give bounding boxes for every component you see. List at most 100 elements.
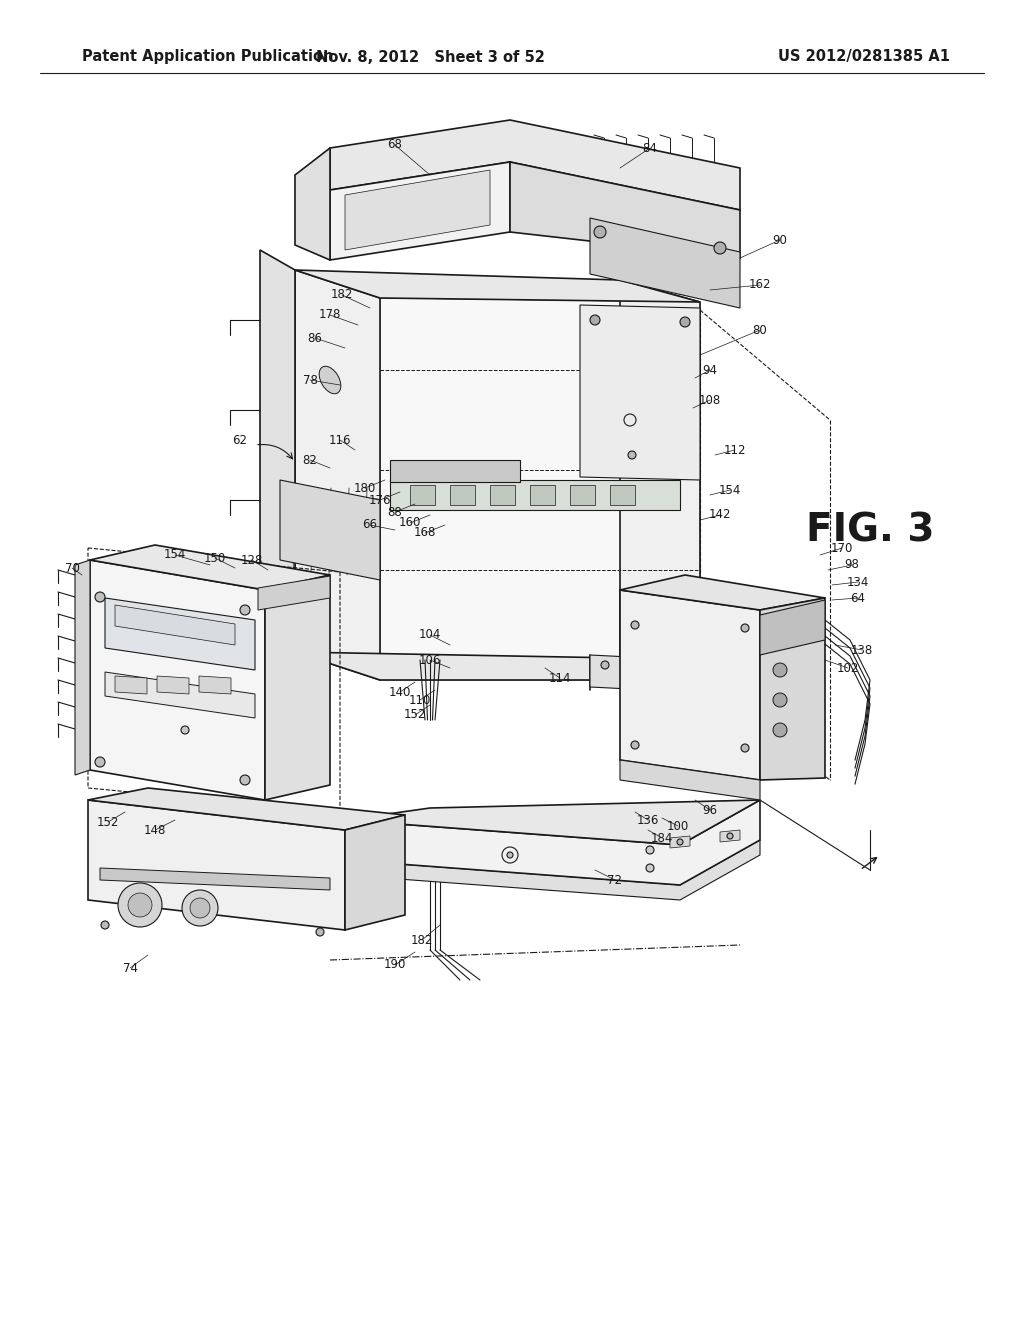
Circle shape xyxy=(240,775,250,785)
Polygon shape xyxy=(450,484,475,506)
Text: 154: 154 xyxy=(719,483,741,496)
Text: 70: 70 xyxy=(65,561,80,574)
Text: 136: 136 xyxy=(637,813,659,826)
Text: 104: 104 xyxy=(419,628,441,642)
Circle shape xyxy=(118,883,162,927)
Polygon shape xyxy=(760,601,825,655)
Polygon shape xyxy=(670,836,690,847)
Text: 168: 168 xyxy=(414,527,436,540)
Text: 106: 106 xyxy=(419,653,441,667)
Polygon shape xyxy=(105,672,255,718)
Text: 72: 72 xyxy=(607,874,623,887)
Circle shape xyxy=(741,744,749,752)
Polygon shape xyxy=(280,480,380,579)
Polygon shape xyxy=(88,788,406,830)
Text: 138: 138 xyxy=(851,644,873,656)
Polygon shape xyxy=(610,484,635,506)
Circle shape xyxy=(376,854,384,862)
Polygon shape xyxy=(105,598,255,671)
Text: 90: 90 xyxy=(772,234,787,247)
Polygon shape xyxy=(260,249,295,652)
Text: 180: 180 xyxy=(354,482,376,495)
Polygon shape xyxy=(100,869,330,890)
Polygon shape xyxy=(258,576,330,610)
Circle shape xyxy=(181,726,189,734)
Polygon shape xyxy=(345,170,490,249)
Text: 176: 176 xyxy=(369,494,391,507)
Polygon shape xyxy=(580,305,700,480)
Circle shape xyxy=(773,693,787,708)
Ellipse shape xyxy=(319,366,341,393)
Circle shape xyxy=(240,605,250,615)
Polygon shape xyxy=(199,676,231,694)
Text: 182: 182 xyxy=(411,933,433,946)
Text: 170: 170 xyxy=(830,541,853,554)
Polygon shape xyxy=(75,560,90,775)
Polygon shape xyxy=(90,545,330,590)
Polygon shape xyxy=(295,652,700,680)
Text: FIG. 3: FIG. 3 xyxy=(806,511,934,549)
Circle shape xyxy=(376,836,384,843)
Circle shape xyxy=(95,591,105,602)
Text: 100: 100 xyxy=(667,820,689,833)
Circle shape xyxy=(101,921,109,929)
Polygon shape xyxy=(90,560,265,800)
Circle shape xyxy=(631,620,639,630)
Text: 152: 152 xyxy=(97,816,119,829)
Text: 102: 102 xyxy=(837,661,859,675)
Text: 74: 74 xyxy=(123,961,137,974)
Text: 162: 162 xyxy=(749,279,771,292)
Text: 66: 66 xyxy=(362,519,378,532)
Polygon shape xyxy=(295,271,700,302)
Text: 128: 128 xyxy=(241,553,263,566)
Polygon shape xyxy=(510,162,740,257)
Polygon shape xyxy=(590,655,650,690)
Text: 80: 80 xyxy=(753,323,767,337)
Circle shape xyxy=(128,894,152,917)
Polygon shape xyxy=(265,576,330,800)
Text: 140: 140 xyxy=(389,685,412,698)
Text: 94: 94 xyxy=(702,363,718,376)
Text: 134: 134 xyxy=(847,576,869,589)
Text: 182: 182 xyxy=(331,289,353,301)
Circle shape xyxy=(631,741,639,748)
Text: 84: 84 xyxy=(643,141,657,154)
Polygon shape xyxy=(345,840,760,900)
Text: 160: 160 xyxy=(398,516,421,529)
Text: 88: 88 xyxy=(388,506,402,519)
Text: 68: 68 xyxy=(387,139,402,152)
Polygon shape xyxy=(390,480,680,510)
Circle shape xyxy=(741,624,749,632)
Polygon shape xyxy=(620,760,760,800)
Circle shape xyxy=(680,317,690,327)
Text: 190: 190 xyxy=(384,958,407,972)
Text: 62: 62 xyxy=(232,433,248,446)
Polygon shape xyxy=(490,484,515,506)
Polygon shape xyxy=(345,800,760,845)
Text: 154: 154 xyxy=(164,549,186,561)
Polygon shape xyxy=(620,590,760,780)
Text: Patent Application Publication: Patent Application Publication xyxy=(82,49,334,65)
Polygon shape xyxy=(345,814,406,931)
Text: 184: 184 xyxy=(651,832,673,845)
Text: 78: 78 xyxy=(302,374,317,387)
Circle shape xyxy=(646,865,654,873)
Polygon shape xyxy=(760,598,825,780)
Polygon shape xyxy=(380,298,700,680)
Text: 152: 152 xyxy=(403,709,426,722)
Text: 82: 82 xyxy=(302,454,317,466)
Polygon shape xyxy=(295,148,330,260)
Text: 96: 96 xyxy=(702,804,718,817)
Circle shape xyxy=(95,756,105,767)
Circle shape xyxy=(714,242,726,253)
Polygon shape xyxy=(410,484,435,506)
Polygon shape xyxy=(88,800,345,931)
Polygon shape xyxy=(330,162,510,260)
Text: 148: 148 xyxy=(143,824,166,837)
Circle shape xyxy=(628,451,636,459)
Polygon shape xyxy=(570,484,595,506)
Text: 108: 108 xyxy=(698,393,721,407)
Polygon shape xyxy=(590,218,740,308)
Polygon shape xyxy=(530,484,555,506)
Polygon shape xyxy=(157,676,189,694)
